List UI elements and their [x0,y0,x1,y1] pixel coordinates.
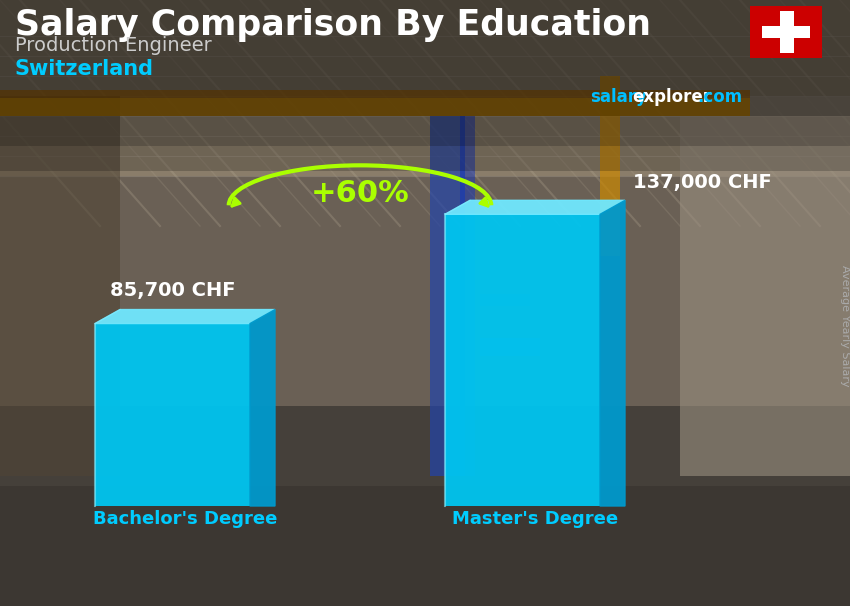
Text: Average Yearly Salary: Average Yearly Salary [840,265,850,387]
Text: +60%: +60% [310,179,410,208]
Polygon shape [250,310,275,506]
Bar [445,215,600,506]
Bar [0,176,850,406]
Polygon shape [600,201,625,506]
Text: Bachelor's Degree: Bachelor's Degree [93,510,277,528]
Bar [600,76,620,256]
Bar [430,116,465,476]
Bar [0,0,850,226]
Text: Salary Comparison By Education: Salary Comparison By Education [15,8,651,42]
Bar [0,116,850,146]
Text: salary: salary [590,88,647,106]
Text: Switzerland: Switzerland [15,59,154,79]
Polygon shape [445,201,625,215]
Text: explorer: explorer [632,88,711,106]
Text: 137,000 CHF: 137,000 CHF [633,173,772,192]
Text: Production Engineer: Production Engineer [15,36,212,55]
Bar [95,324,250,506]
Bar [480,294,530,306]
Text: Master's Degree: Master's Degree [452,510,618,528]
Bar [0,98,750,116]
Bar [780,11,794,53]
Bar [0,486,850,606]
Bar [0,146,850,171]
Bar [0,0,850,116]
Bar [0,96,120,476]
Bar [762,26,810,38]
Text: .com: .com [697,88,742,106]
Bar [0,406,850,606]
Bar [680,96,850,476]
Bar [0,90,750,98]
Text: 85,700 CHF: 85,700 CHF [110,281,235,299]
Bar [480,338,540,356]
Bar [750,6,822,58]
Polygon shape [95,310,275,324]
Bar [460,116,475,476]
